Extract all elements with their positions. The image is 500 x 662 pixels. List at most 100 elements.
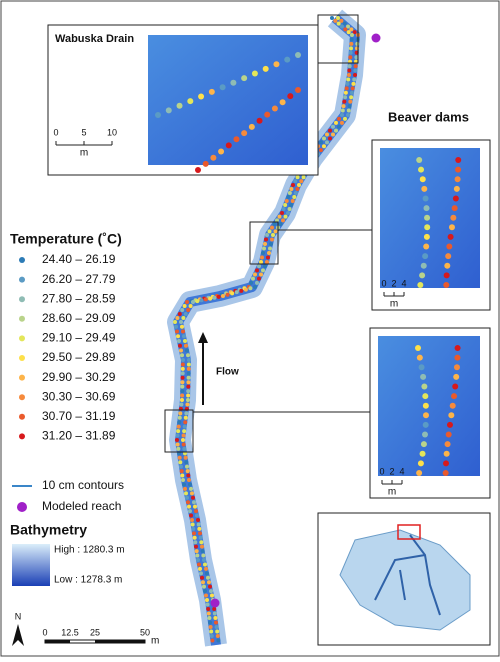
temperature-point xyxy=(295,87,301,93)
scale-label: 0 xyxy=(42,627,47,637)
temperature-point xyxy=(186,366,191,371)
inset-title: Wabuska Drain xyxy=(55,33,134,45)
temperature-point xyxy=(297,183,301,187)
temperature-point xyxy=(177,455,182,460)
temperature-point xyxy=(187,358,191,362)
temperature-point xyxy=(255,268,259,273)
temperature-point xyxy=(186,375,191,380)
temperature-point xyxy=(185,300,189,304)
temperature-point xyxy=(419,272,426,279)
temperature-point xyxy=(233,136,240,143)
legend-label: 29.50 – 29.89 xyxy=(42,350,116,364)
legend-swatch xyxy=(19,355,25,361)
temperature-point xyxy=(423,205,430,212)
temperature-point xyxy=(446,421,453,428)
temperature-point xyxy=(349,41,354,46)
temperature-point xyxy=(415,345,421,351)
temperature-point xyxy=(447,233,454,240)
temperature-point xyxy=(173,320,177,324)
temperature-point xyxy=(259,260,263,264)
temperature-point xyxy=(259,272,263,277)
temperature-point xyxy=(187,504,191,509)
temperature-point xyxy=(340,108,345,113)
bathymetry-title: Bathymetry xyxy=(10,522,87,538)
temperature-point xyxy=(225,292,230,297)
temperature-point xyxy=(214,625,219,629)
temperature-point xyxy=(180,371,185,376)
temperature-point xyxy=(248,286,253,291)
temperature-point xyxy=(343,116,347,121)
scale-label: 0 xyxy=(53,127,58,137)
temperature-point xyxy=(197,562,201,567)
temperature-point xyxy=(198,93,205,100)
temperature-point xyxy=(333,18,338,23)
temperature-point xyxy=(180,353,184,358)
temperature-point xyxy=(336,16,340,20)
temperature-point xyxy=(183,455,188,460)
temperature-point xyxy=(182,429,187,434)
temperature-point xyxy=(270,237,274,242)
temperature-point xyxy=(179,464,183,469)
temperature-point xyxy=(195,513,199,518)
temperature-point xyxy=(346,30,351,35)
temperature-point xyxy=(443,272,450,279)
temperature-point xyxy=(185,495,189,500)
temperature-point xyxy=(178,460,183,465)
temperature-point xyxy=(334,120,338,125)
temperature-point xyxy=(185,402,190,407)
temperature-point xyxy=(196,558,200,562)
temperature-point xyxy=(203,562,207,567)
temperature-point xyxy=(183,339,187,343)
temperature-point xyxy=(177,339,181,343)
temperature-point xyxy=(420,441,427,448)
scale-bar-fill xyxy=(95,640,145,643)
scale-label: 5 xyxy=(81,127,86,137)
temperature-point xyxy=(180,398,184,402)
legend-swatch xyxy=(19,335,25,342)
temperature-point xyxy=(176,429,181,434)
temperature-point xyxy=(210,638,215,643)
scale-label: 0 xyxy=(381,278,386,288)
temperature-point xyxy=(319,148,323,153)
temperature-point xyxy=(284,56,291,63)
scale-label: 2 xyxy=(389,466,394,476)
legend-label: 27.80 – 28.59 xyxy=(42,291,116,305)
temperature-point xyxy=(187,478,191,482)
legend-label: 29.90 – 30.29 xyxy=(42,370,116,384)
temperature-point xyxy=(179,402,184,407)
scale-unit: m xyxy=(390,299,398,310)
temperature-point xyxy=(343,90,348,95)
legend-label: 24.40 – 26.19 xyxy=(42,252,116,266)
temperature-point xyxy=(289,203,294,207)
temperature-point xyxy=(181,433,186,438)
temperature-point xyxy=(182,304,187,308)
temperature-point xyxy=(249,280,253,285)
temperature-point xyxy=(349,37,354,42)
temperature-point xyxy=(454,176,461,183)
temperature-point xyxy=(450,214,457,221)
temperature-point xyxy=(350,86,355,91)
legend-swatch xyxy=(19,276,25,283)
temperature-point xyxy=(346,77,351,82)
legend-swatch xyxy=(19,413,25,420)
temperature-point xyxy=(442,470,449,476)
temperature-point xyxy=(183,420,188,425)
temperature-point xyxy=(202,160,209,167)
scale-bar-fill xyxy=(45,640,70,643)
legend-swatch xyxy=(19,394,25,401)
temperature-point xyxy=(175,438,179,442)
inset-water xyxy=(378,336,480,476)
temperature-point xyxy=(355,41,360,46)
temperature-point xyxy=(342,21,347,26)
north-label: N xyxy=(15,611,22,621)
temperature-point xyxy=(180,308,185,312)
temperature-point xyxy=(444,441,451,448)
temperature-point xyxy=(287,93,294,100)
temperature-point xyxy=(349,90,354,95)
legend-swatch xyxy=(17,502,27,512)
temperature-point xyxy=(184,411,189,416)
temperature-point xyxy=(201,580,205,585)
temperature-point xyxy=(349,46,353,51)
temperature-point xyxy=(208,296,213,301)
legend-label: Modeled reach xyxy=(42,499,121,513)
